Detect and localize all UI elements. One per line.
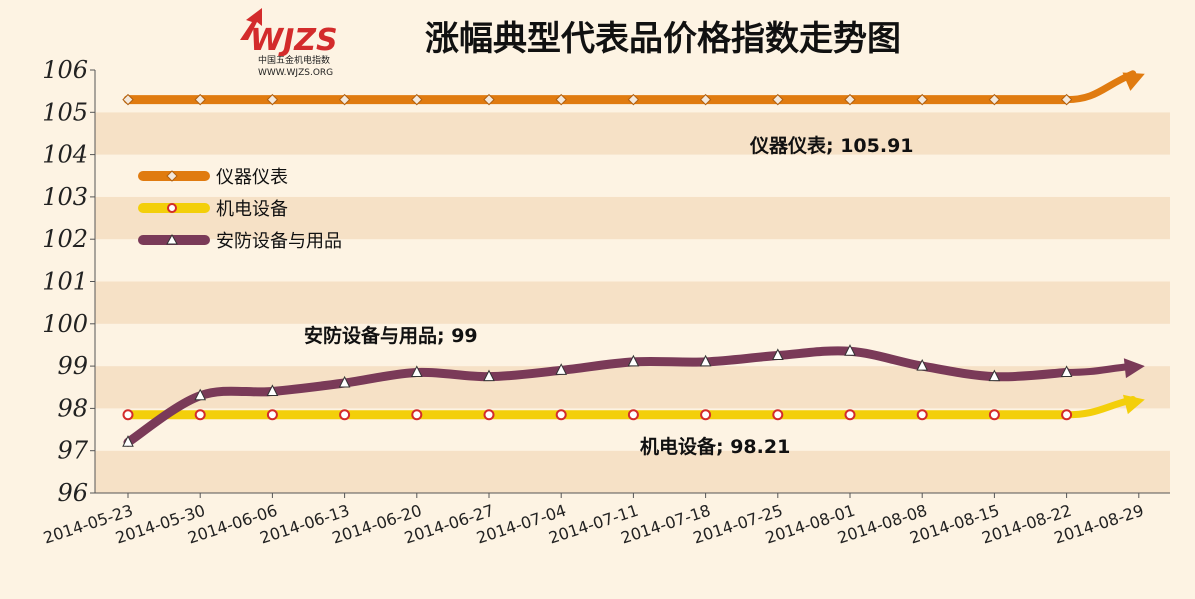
legend-item-1: 仪器仪表: [138, 167, 288, 188]
marker-diamond: [194, 93, 206, 106]
marker-circle: [772, 409, 784, 421]
legend-label-1: 仪器仪表: [216, 167, 288, 188]
marker-circle: [339, 409, 351, 421]
y-tick-label: 102: [42, 225, 88, 253]
annotation-series-1: 仪器仪表; 105.91: [749, 134, 914, 157]
marker-triangle: [122, 435, 134, 447]
marker-triangle: [916, 358, 929, 371]
marker-triangle: [699, 354, 712, 367]
legend-marker-circle: [167, 203, 177, 213]
marker-diamond: [338, 93, 351, 106]
marker-diamond: [699, 93, 712, 106]
marker-diamond: [122, 93, 134, 106]
y-tick-label: 98: [57, 394, 88, 422]
y-tick-label: 97: [57, 437, 88, 465]
marker-triangle: [410, 365, 423, 377]
legend-marker-diamond: [166, 170, 178, 182]
background-bands: [95, 70, 1170, 493]
y-tick-label: 106: [42, 56, 88, 84]
series-arrow-head: [1122, 394, 1145, 415]
band-103: [95, 154, 1170, 197]
y-tick-label: 103: [42, 183, 88, 211]
y-tick-label: 99: [57, 352, 88, 380]
marker-diamond: [266, 93, 279, 106]
marker-circle: [411, 409, 423, 421]
marker-diamond: [916, 93, 928, 106]
logo-mark: WJZS: [250, 23, 338, 58]
legend-label-2: 机电设备: [216, 199, 288, 220]
legend-item-2: 机电设备: [138, 199, 288, 220]
marker-diamond: [483, 93, 495, 106]
marker-triangle: [1060, 365, 1073, 377]
legend-item-3: 安防设备与用品: [138, 231, 342, 252]
band-104: [95, 112, 1170, 155]
marker-diamond: [555, 93, 567, 106]
marker-diamond: [1060, 93, 1073, 106]
y-tick-label: 101: [42, 268, 88, 296]
marker-circle: [1061, 409, 1073, 421]
marker-circle: [194, 409, 206, 421]
marker-triangle: [988, 369, 1001, 382]
band-100: [95, 281, 1170, 324]
series-lines: [122, 70, 1145, 447]
marker-triangle: [483, 369, 495, 382]
marker-diamond: [772, 93, 784, 106]
marker-diamond: [411, 93, 423, 106]
logo-line1: 中国五金机电指数: [258, 54, 330, 66]
y-tick-label: 100: [42, 310, 88, 338]
marker-circle: [627, 409, 639, 421]
legend: 仪器仪表 机电设备 安防设备与用品: [138, 167, 342, 252]
marker-triangle: [266, 384, 279, 396]
band-102: [95, 196, 1170, 240]
band-96: [95, 450, 1170, 493]
series-arrow-head: [1122, 72, 1145, 91]
marker-circle: [122, 409, 134, 421]
x-tick-labels: 2014-05-232014-05-302014-06-062014-06-13…: [41, 493, 1146, 548]
marker-triangle: [338, 375, 351, 388]
marker-diamond: [844, 93, 856, 106]
logo-line2: WWW.WJZS.ORG: [258, 68, 333, 78]
y-tick-label: 105: [42, 98, 88, 126]
legend-label-3: 安防设备与用品: [216, 231, 342, 252]
legend-marker-triangle: [166, 233, 178, 245]
series-1: [122, 70, 1145, 106]
marker-circle: [483, 409, 495, 421]
series-2: [122, 394, 1145, 421]
marker-circle: [916, 409, 928, 421]
marker-triangle: [555, 363, 568, 375]
logo: WJZS 中国五金机电指数 WWW.WJZS.ORG: [240, 8, 338, 78]
logo-arrow-icon: [240, 8, 262, 40]
marker-triangle: [844, 344, 856, 356]
marker-circle: [988, 409, 1000, 421]
chart-title: 涨幅典型代表品价格指数走势图: [425, 19, 901, 59]
y-tick-label: 104: [42, 141, 88, 169]
marker-circle: [700, 409, 712, 421]
marker-diamond: [988, 93, 1001, 106]
band-105: [95, 70, 1170, 113]
annotation-series-2: 机电设备; 98.21: [640, 435, 790, 458]
marker-triangle: [627, 354, 640, 367]
y-tick-labels: 96 97 98 99 100 101 102 103 104 105 106: [42, 56, 95, 507]
marker-diamond: [627, 93, 640, 106]
series-3: [122, 344, 1145, 447]
marker-triangle: [194, 388, 207, 401]
marker-circle: [555, 409, 567, 421]
y-tick-label: 96: [57, 479, 88, 507]
band-101: [95, 239, 1170, 282]
marker-circle: [844, 409, 856, 421]
annotation-series-3: 安防设备与用品; 99: [304, 324, 478, 347]
marker-circle: [266, 409, 278, 421]
series-arrow-head: [1123, 358, 1145, 379]
marker-triangle: [771, 348, 784, 361]
